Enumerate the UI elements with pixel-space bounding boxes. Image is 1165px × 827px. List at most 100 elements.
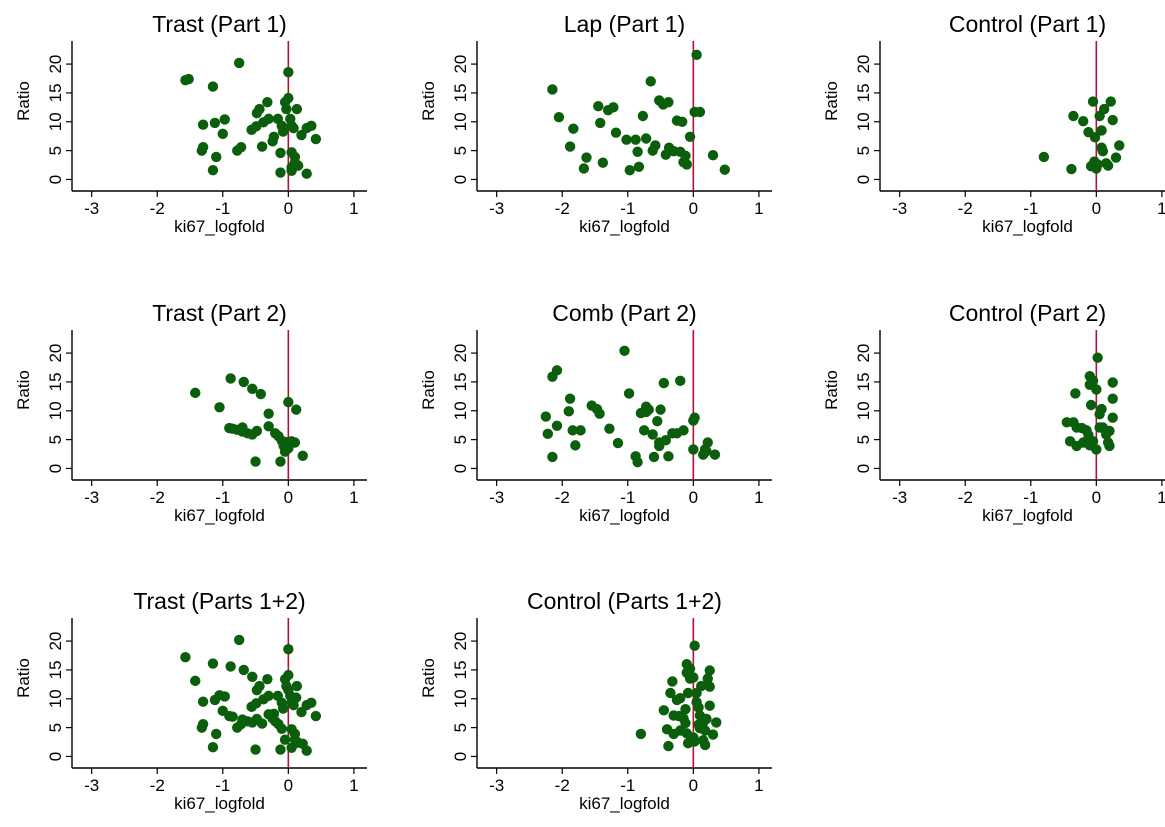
x-axis-title: ki67_logfold <box>174 217 265 236</box>
y-tick-label: 5 <box>451 146 470 155</box>
data-point <box>277 126 289 137</box>
x-tick-label: -2 <box>150 488 165 507</box>
y-tick-label: 10 <box>46 401 65 420</box>
data-point <box>1089 132 1101 143</box>
data-point <box>702 437 713 448</box>
y-tick-label: 5 <box>46 723 65 732</box>
data-point <box>1107 393 1118 404</box>
y-tick-label: 15 <box>854 83 873 102</box>
y-tick-label: 0 <box>46 464 65 473</box>
data-point <box>630 134 641 145</box>
data-point <box>678 156 689 168</box>
y-tick-label: 0 <box>46 175 65 184</box>
data-point <box>1061 417 1073 428</box>
data-point <box>632 146 643 157</box>
y-tick-label: 5 <box>46 435 65 444</box>
y-tick-label: 20 <box>451 632 470 651</box>
data-point <box>1064 436 1076 447</box>
panel-title: Comb (Part 2) <box>552 300 696 326</box>
data-point <box>1085 399 1097 411</box>
data-point <box>297 738 308 749</box>
data-point <box>283 643 294 655</box>
data-point <box>233 57 245 69</box>
data-point <box>1107 412 1118 423</box>
y-tick-label: 0 <box>451 464 470 473</box>
x-tick-label: -1 <box>215 199 230 218</box>
x-axis-title: ki67_logfold <box>579 506 670 525</box>
data-point <box>682 687 694 699</box>
data-point <box>180 652 191 663</box>
y-tick-label: 5 <box>854 146 873 155</box>
x-tick-label: -3 <box>892 199 907 218</box>
panel-title: Trast (Part 1) <box>152 11 287 37</box>
data-point <box>604 423 615 434</box>
data-point <box>658 377 670 389</box>
data-point <box>704 681 715 692</box>
data-point <box>283 66 294 78</box>
data-point <box>197 141 209 153</box>
data-point <box>676 116 688 127</box>
x-tick-label: 1 <box>1157 199 1165 218</box>
data-point <box>1096 142 1107 153</box>
data-point <box>207 165 219 176</box>
y-tick-label: 20 <box>451 344 470 363</box>
data-point <box>637 110 649 122</box>
data-point <box>286 162 297 173</box>
x-tick-label: -1 <box>1023 199 1038 218</box>
data-point <box>684 131 696 142</box>
data-point <box>211 151 222 163</box>
x-tick-label: -2 <box>150 776 165 795</box>
y-tick-label: 15 <box>46 660 65 679</box>
x-tick-label: 0 <box>1092 199 1101 218</box>
panel-title: Control (Parts 1+2) <box>527 588 722 614</box>
data-point <box>654 440 665 452</box>
data-point <box>291 404 302 415</box>
x-tick-label: -1 <box>620 199 635 218</box>
x-tick-label: 0 <box>284 199 293 218</box>
x-axis-title: ki67_logfold <box>174 506 265 525</box>
data-point <box>238 664 249 676</box>
data-point <box>209 694 221 706</box>
y-tick-label: 20 <box>854 55 873 74</box>
x-tick-label: -3 <box>84 776 99 795</box>
panel-title: Control (Part 2) <box>949 300 1106 326</box>
data-point <box>235 141 247 153</box>
data-point <box>291 680 303 692</box>
y-tick-label: 20 <box>46 632 65 651</box>
data-point <box>570 440 581 451</box>
y-tick-label: 5 <box>451 435 470 444</box>
y-tick-label: 20 <box>451 55 470 74</box>
data-point <box>564 141 576 152</box>
x-tick-label: 0 <box>689 488 698 507</box>
data-point <box>553 111 565 123</box>
y-axis-title: Ratio <box>822 81 841 121</box>
x-tick-label: 1 <box>349 776 358 795</box>
data-point <box>1110 152 1122 163</box>
x-tick-label: 0 <box>284 488 293 507</box>
data-point <box>694 106 706 118</box>
data-point <box>650 140 661 151</box>
panel-title: Trast (Part 2) <box>152 300 287 326</box>
data-point <box>250 456 261 467</box>
data-point <box>623 388 635 399</box>
scatter-panel-4: Trast (Part 2)-3 -2 -1 0 105101520ki67_logfo… <box>14 300 367 525</box>
data-point <box>564 393 576 404</box>
data-point <box>254 680 265 692</box>
data-point <box>275 456 286 467</box>
data-point <box>567 425 578 436</box>
x-axis-title: ki67_logfold <box>174 794 265 813</box>
data-point <box>297 450 308 461</box>
y-axis-title: Ratio <box>419 658 438 698</box>
data-point <box>277 703 289 714</box>
data-point <box>1105 96 1116 107</box>
data-point <box>704 700 715 711</box>
data-point <box>689 736 700 747</box>
data-point <box>594 408 605 419</box>
data-point <box>719 164 730 175</box>
data-point <box>190 675 201 687</box>
y-axis-title: Ratio <box>419 370 438 410</box>
data-point <box>306 697 317 709</box>
y-tick-label: 15 <box>451 660 470 679</box>
data-point <box>701 713 712 725</box>
